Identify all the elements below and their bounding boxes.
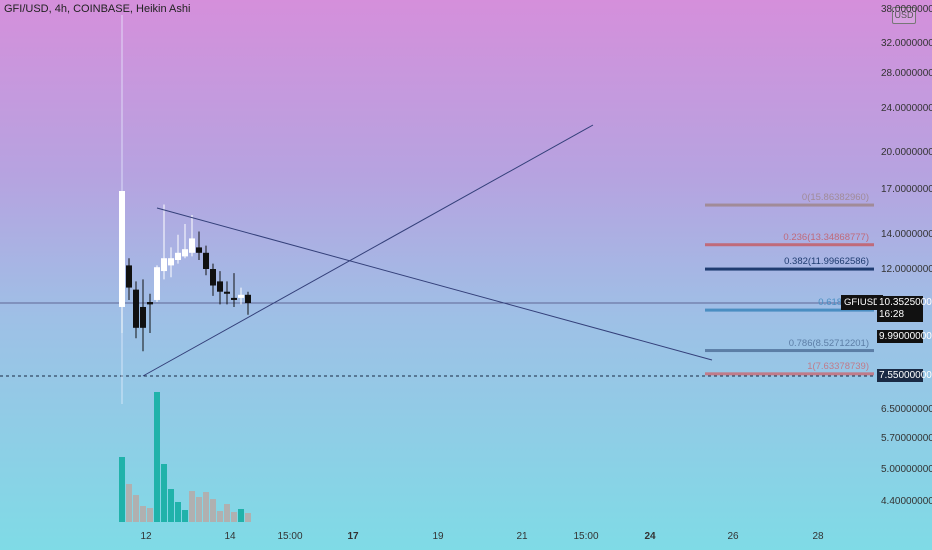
descending-trendline xyxy=(156,207,713,361)
price-tick-label: 4.40000000 xyxy=(881,496,932,507)
price-tick-label: 5.00000000 xyxy=(881,464,932,475)
volume-bar xyxy=(231,512,237,522)
volume-bar xyxy=(203,492,209,522)
price-tick-label: 14.00000000 xyxy=(881,229,932,240)
volume-bar xyxy=(189,491,195,522)
volume-bar xyxy=(119,457,125,522)
fib-line xyxy=(705,308,874,312)
fib-line xyxy=(705,349,874,353)
time-tick-label: 19 xyxy=(432,531,444,542)
volume-bar xyxy=(133,495,139,522)
price-tick-label: 32.00000000 xyxy=(881,38,932,49)
fib-level-label: 1(7.63378739) xyxy=(807,360,869,372)
candle-countdown: 16:28 xyxy=(879,309,905,320)
candle xyxy=(231,297,237,300)
volume-bar xyxy=(217,511,223,522)
price-tick-label: 38.00000000 xyxy=(881,4,932,15)
time-tick-label: 28 xyxy=(812,531,824,542)
candle xyxy=(196,247,202,253)
fib-line xyxy=(705,243,874,247)
ascending-trendline xyxy=(142,124,594,377)
time-tick-label: 24 xyxy=(644,531,656,542)
candle xyxy=(224,291,230,294)
low-price-tag: 7.55000000 xyxy=(877,369,932,382)
price-tick-label: 17.00000000 xyxy=(881,184,932,195)
volume-bar xyxy=(245,513,251,522)
candle xyxy=(119,191,125,307)
candle xyxy=(238,294,244,298)
time-tick-label: 15:00 xyxy=(573,531,599,542)
volume-bar xyxy=(154,392,160,522)
price-tick-label: 6.50000000 xyxy=(881,404,932,415)
volume-bar xyxy=(182,510,188,522)
volume-bar xyxy=(210,499,216,522)
time-tick-label: 14 xyxy=(224,531,236,542)
fib-level-label: 0(15.86382960) xyxy=(801,192,869,204)
price-tick-label: 12.00000000 xyxy=(881,264,932,275)
candle xyxy=(203,252,209,269)
fib-line xyxy=(705,372,874,376)
volume-bar xyxy=(147,508,153,522)
price-tag-secondary: 9.99000000 xyxy=(877,330,932,343)
fib-level-label: 0.236(13.34868777) xyxy=(783,231,869,243)
candle xyxy=(126,265,132,288)
candle xyxy=(175,252,181,260)
candle xyxy=(168,258,174,266)
candle xyxy=(161,258,167,272)
fib-level-label: 0.382(11.99662586) xyxy=(784,256,869,268)
candle xyxy=(140,306,146,328)
volume-bar xyxy=(238,509,244,522)
symbol-tag: GFIUSD xyxy=(841,295,883,310)
time-tick-label: 17 xyxy=(347,531,359,542)
candle xyxy=(133,289,139,328)
volume-bar xyxy=(161,464,167,522)
candle xyxy=(217,281,223,292)
candle xyxy=(245,294,251,304)
candle xyxy=(147,302,153,305)
volume-bar xyxy=(175,502,181,522)
fib-line xyxy=(705,267,874,271)
price-tick-label: 28.00000000 xyxy=(881,68,932,79)
price-tick-label: 24.00000000 xyxy=(881,103,932,114)
currency-badge[interactable]: USD xyxy=(892,7,916,24)
volume-bar xyxy=(140,506,146,522)
fib-level-label: 0.786(8.52712201) xyxy=(788,337,869,349)
volume-bar xyxy=(224,504,230,522)
current-price-box: 10.35250000 16:28 xyxy=(877,296,932,322)
volume-bar xyxy=(196,497,202,522)
price-tick-label: 20.00000000 xyxy=(881,147,932,158)
candle xyxy=(182,249,188,257)
candle xyxy=(154,267,160,300)
candle xyxy=(210,269,216,286)
candle xyxy=(189,238,195,253)
chart-title: GFI/USD, 4h, COINBASE, Heikin Ashi xyxy=(4,3,191,15)
fib-line xyxy=(705,203,874,207)
volume-bar xyxy=(168,489,174,522)
volume-bar xyxy=(126,484,132,522)
time-tick-label: 15:00 xyxy=(277,531,303,542)
time-tick-label: 21 xyxy=(516,531,528,542)
price-tick-label: 5.70000000 xyxy=(881,433,932,444)
current-price: 10.35250000 xyxy=(879,297,932,308)
time-tick-label: 12 xyxy=(140,531,152,542)
time-tick-label: 26 xyxy=(727,531,739,542)
